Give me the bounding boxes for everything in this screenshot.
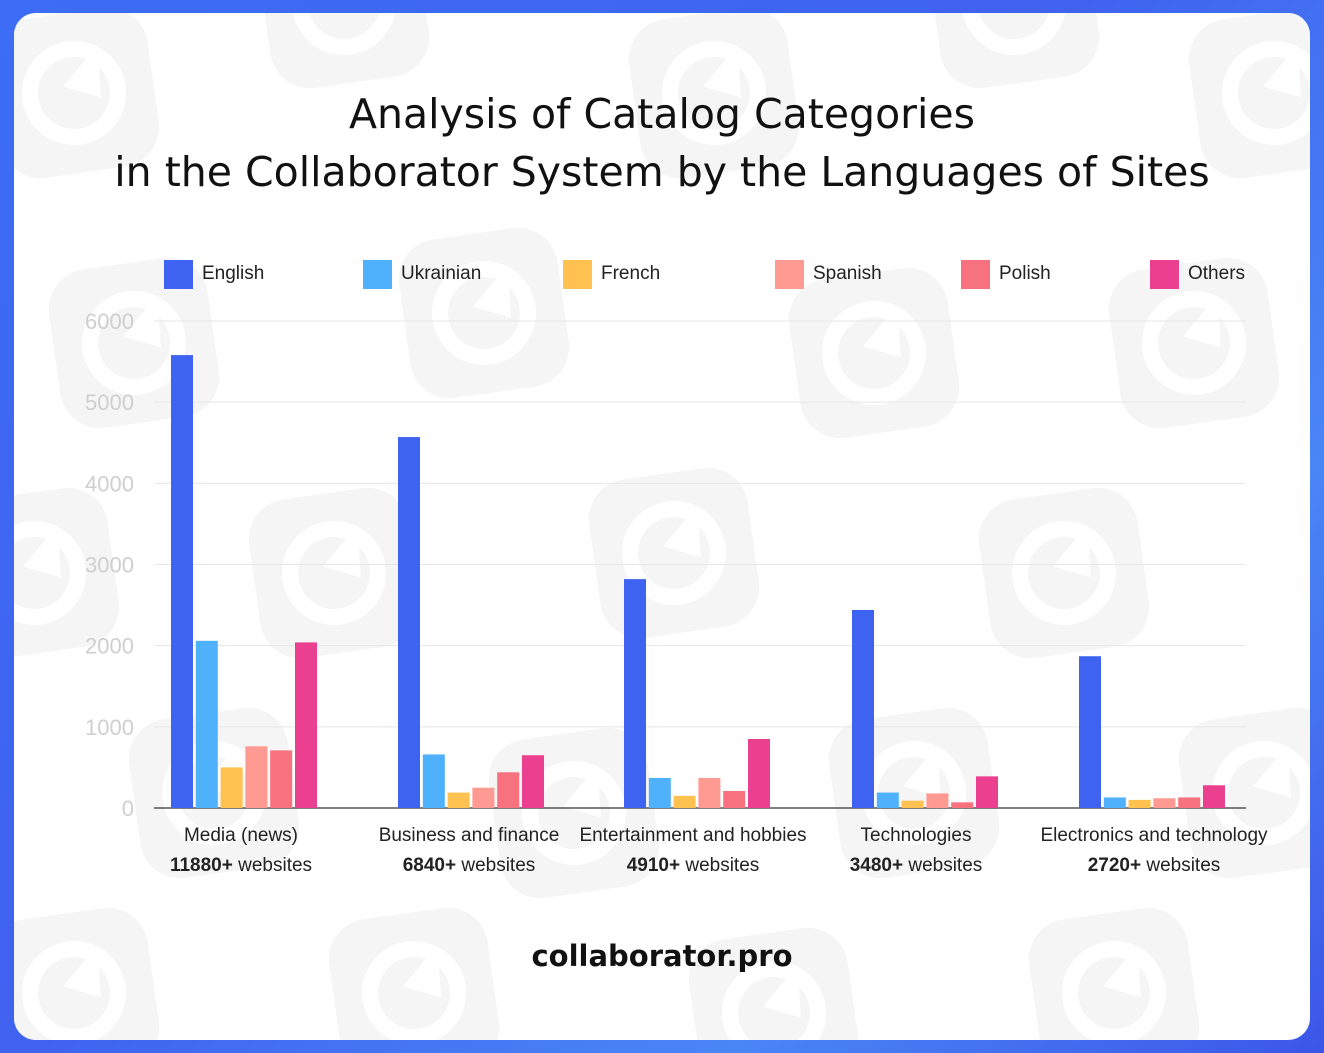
legend-label-ukrainian: Ukrainian	[401, 263, 482, 284]
bar-french-1	[447, 792, 470, 808]
bar-ukrainian-1	[422, 754, 445, 808]
bar-english-1	[398, 437, 420, 808]
category-label-business: Business and finance 6840+ websites	[339, 821, 599, 881]
legend-swatch-spanish	[775, 259, 804, 289]
legend-label-spanish: Spanish	[813, 263, 882, 284]
site-url: collaborator.pro	[531, 939, 793, 973]
category-label-electronics: Electronics and technology 2720+ website…	[1024, 821, 1284, 881]
bar-french-4	[1128, 799, 1151, 808]
category-name: Technologies	[860, 825, 972, 846]
page-title: Analysis of Catalog Categories in the Co…	[14, 85, 1310, 201]
y-tick-label: 6000	[85, 309, 134, 334]
bar-spanish-1	[472, 787, 495, 808]
legend-item-spanish: Spanish	[775, 258, 882, 290]
bar-ukrainian-4	[1103, 797, 1126, 808]
bar-polish-1	[497, 772, 520, 808]
legend-swatch-ukrainian	[363, 259, 392, 289]
bar-french-2	[673, 795, 696, 808]
bar-spanish-3	[926, 793, 949, 808]
bar-others-0	[295, 642, 317, 808]
y-tick-label: 2000	[85, 634, 134, 659]
bar-french-3	[901, 800, 924, 808]
category-label-entertainment: Entertainment and hobbies 4910+ websites	[563, 821, 823, 881]
legend-label-polish: Polish	[999, 263, 1051, 284]
category-name: Electronics and technology	[1040, 825, 1268, 846]
bar-ukrainian-3	[876, 792, 899, 808]
legend-swatch-english	[164, 259, 193, 289]
category-count: 2720+ websites	[1087, 855, 1221, 876]
bar-others-3	[976, 776, 998, 808]
bar-english-4	[1079, 656, 1101, 808]
legend-item-english: English	[164, 258, 264, 290]
bar-others-2	[748, 739, 770, 808]
bar-chart: 0 1000 2000 3000 4000 5000 6000	[85, 309, 1246, 821]
legend-label-others: Others	[1188, 263, 1246, 284]
category-label-technologies: Technologies 3480+ websites	[786, 821, 1046, 881]
category-count: 6840+ websites	[402, 855, 536, 876]
y-tick-label: 3000	[85, 553, 134, 578]
bar-english-3	[852, 609, 874, 808]
legend-swatch-french	[563, 259, 592, 289]
category-count: 11880+ websites	[169, 855, 313, 876]
legend-swatch-others	[1150, 259, 1179, 289]
bar-polish-2	[723, 790, 746, 808]
legend-item-french: French	[563, 258, 660, 290]
category-count: 3480+ websites	[849, 855, 983, 876]
bar-ukrainian-2	[648, 777, 671, 808]
y-tick-label: 5000	[85, 390, 134, 415]
category-name: Media (news)	[183, 825, 299, 846]
legend-label-french: French	[601, 263, 661, 284]
category-count: 4910+ websites	[626, 855, 760, 876]
bar-others-1	[522, 755, 544, 808]
bar-polish-3	[951, 802, 974, 808]
legend-item-others: Others	[1150, 258, 1245, 290]
infographic-card: Analysis of Catalog Categories in the Co…	[14, 13, 1310, 1040]
category-name: Business and finance	[378, 825, 560, 846]
legend-swatch-polish	[961, 259, 990, 289]
bar-polish-0	[270, 750, 293, 808]
bar-english-2	[624, 579, 646, 808]
bar-french-0	[220, 767, 243, 808]
bar-ukrainian-0	[195, 640, 218, 808]
bar-spanish-0	[245, 746, 268, 808]
y-tick-label: 0	[122, 796, 134, 821]
category-name: Entertainment and hobbies	[579, 825, 807, 846]
title-line-1: Analysis of Catalog Categories	[349, 90, 975, 138]
legend-item-ukrainian: Ukrainian	[363, 258, 481, 290]
legend-label-english: English	[202, 263, 265, 284]
y-tick-label: 1000	[85, 715, 134, 740]
bar-english-0	[171, 355, 193, 808]
bar-others-4	[1203, 785, 1225, 808]
category-label-media: Media (news) 11880+ websites	[111, 821, 371, 881]
legend-item-polish: Polish	[961, 258, 1051, 290]
y-tick-label: 4000	[85, 471, 134, 496]
title-line-2: in the Collaborator System by the Langua…	[114, 148, 1210, 196]
bar-spanish-4	[1153, 798, 1176, 808]
bar-spanish-2	[698, 777, 721, 808]
bar-polish-4	[1178, 797, 1201, 808]
